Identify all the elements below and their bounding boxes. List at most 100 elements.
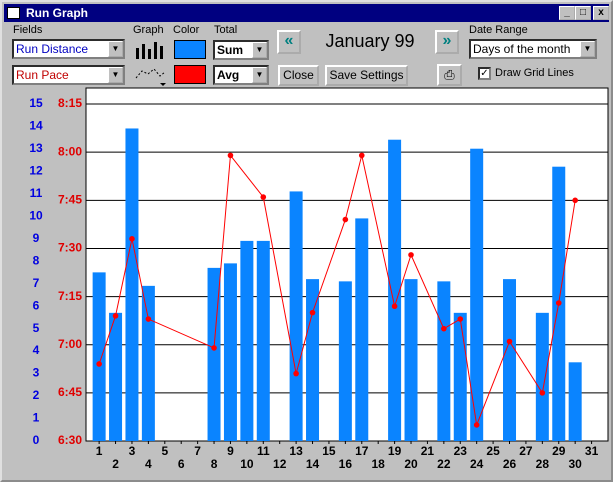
dropdown-arrow[interactable]: ▼ [580, 41, 595, 57]
y-tick-label: 13 [29, 141, 43, 155]
bar [109, 312, 123, 441]
bar [568, 362, 582, 441]
y-tick-label: 10 [29, 208, 43, 222]
total-select[interactable]: Avg ▼ [213, 65, 269, 85]
x-tick-label: 12 [273, 457, 287, 471]
dropdown-arrow[interactable]: ▼ [252, 67, 267, 83]
x-tick-label: 20 [404, 457, 418, 471]
field-select-pace[interactable]: Run Pace ▼ [12, 65, 125, 85]
bar [289, 191, 303, 441]
x-tick-label: 13 [289, 444, 303, 458]
x-tick-label: 25 [486, 444, 500, 458]
close-button[interactable]: Close [278, 65, 319, 86]
minimize-button[interactable]: _ [559, 6, 575, 20]
y-tick-label: 8 [33, 253, 40, 267]
y2-tick-label: 7:30 [58, 241, 82, 255]
y-tick-label: 9 [33, 231, 40, 245]
y-tick-label: 5 [33, 321, 40, 335]
point [293, 370, 299, 377]
dropdown-arrow[interactable]: ▼ [108, 67, 123, 83]
app-icon [7, 7, 20, 19]
point [408, 252, 414, 258]
y-tick-label: 6 [33, 298, 40, 312]
field-select-distance[interactable]: Run Distance ▼ [12, 39, 125, 59]
bar [256, 240, 270, 441]
point [227, 152, 234, 159]
x-tick-label: 31 [585, 444, 599, 458]
next-button[interactable]: » [435, 30, 459, 54]
save-settings-button[interactable]: Save Settings [325, 65, 408, 86]
bar [388, 139, 402, 441]
point [112, 313, 119, 319]
total-select[interactable]: Sum ▼ [213, 40, 269, 60]
x-tick-label: 29 [552, 444, 566, 458]
bar [223, 263, 237, 441]
date-range-label: Date Range [469, 24, 528, 36]
point [506, 338, 513, 345]
x-tick-label: 30 [568, 457, 582, 471]
y-tick-label: 2 [33, 388, 40, 402]
date-range-value: Days of the month [473, 42, 571, 56]
point [342, 216, 349, 223]
x-tick-label: 19 [388, 444, 402, 458]
grid-checkbox[interactable]: ✓ [478, 67, 491, 80]
previous-button[interactable]: « [277, 30, 301, 54]
color-label: Color [173, 24, 200, 36]
grid-checkbox-label[interactable]: Draw Grid Lines [495, 67, 574, 79]
bar [306, 279, 320, 441]
x-tick-label: 22 [437, 457, 451, 471]
point [358, 152, 365, 159]
y-tick-label: 4 [33, 343, 40, 357]
y2-tick-label: 8:15 [58, 96, 82, 110]
window-title: Run Graph [26, 6, 88, 20]
fields-label: Fields [13, 24, 43, 36]
color-swatch[interactable] [174, 65, 206, 84]
point [539, 390, 546, 396]
point [260, 194, 267, 200]
field-value: Run Distance [16, 42, 89, 56]
date-range-select[interactable]: Days of the month ▼ [469, 39, 597, 59]
point [145, 316, 152, 322]
y2-tick-label: 8:00 [58, 144, 82, 158]
bar [141, 285, 155, 441]
x-tick-label: 11 [257, 444, 270, 458]
bar [453, 312, 467, 441]
period-label: January 99 [325, 31, 415, 51]
point [473, 422, 480, 428]
bar [355, 218, 369, 441]
x-tick-label: 1 [96, 444, 103, 458]
x-tick-label: 14 [306, 457, 320, 471]
y-tick-label: 0 [33, 433, 40, 447]
x-tick-label: 26 [503, 457, 517, 471]
dropdown-arrow[interactable]: ▼ [252, 42, 267, 58]
y2-tick-label: 7:00 [58, 337, 82, 351]
y-tick-label: 11 [30, 186, 43, 200]
dropdown-arrow[interactable]: ▼ [108, 41, 123, 57]
color-swatch[interactable] [174, 40, 206, 59]
x-tick-label: 16 [339, 457, 353, 471]
x-tick-label: 2 [112, 457, 119, 471]
x-tick-label: 7 [194, 444, 201, 458]
point [96, 361, 102, 367]
x-tick-label: 17 [355, 444, 369, 458]
x-tick-label: 10 [240, 457, 254, 471]
point [572, 197, 578, 204]
point [211, 345, 217, 351]
y-tick-label: 15 [29, 96, 43, 110]
graph-style-icons[interactable] [134, 40, 168, 88]
print-button[interactable]: ⎙ [437, 64, 462, 86]
close-window-button[interactable]: x [593, 6, 609, 20]
x-tick-label: 9 [227, 444, 234, 458]
title-bar: Run Graph _ □ x [4, 4, 609, 22]
line [98, 154, 576, 427]
point [391, 303, 398, 310]
point [555, 300, 562, 306]
bar [240, 240, 254, 441]
maximize-button[interactable]: □ [575, 6, 591, 20]
field-value: Run Pace [16, 68, 69, 82]
x-tick-label: 24 [470, 457, 484, 471]
bar [125, 128, 139, 441]
bar [470, 148, 484, 441]
x-tick-label: 28 [536, 457, 550, 471]
